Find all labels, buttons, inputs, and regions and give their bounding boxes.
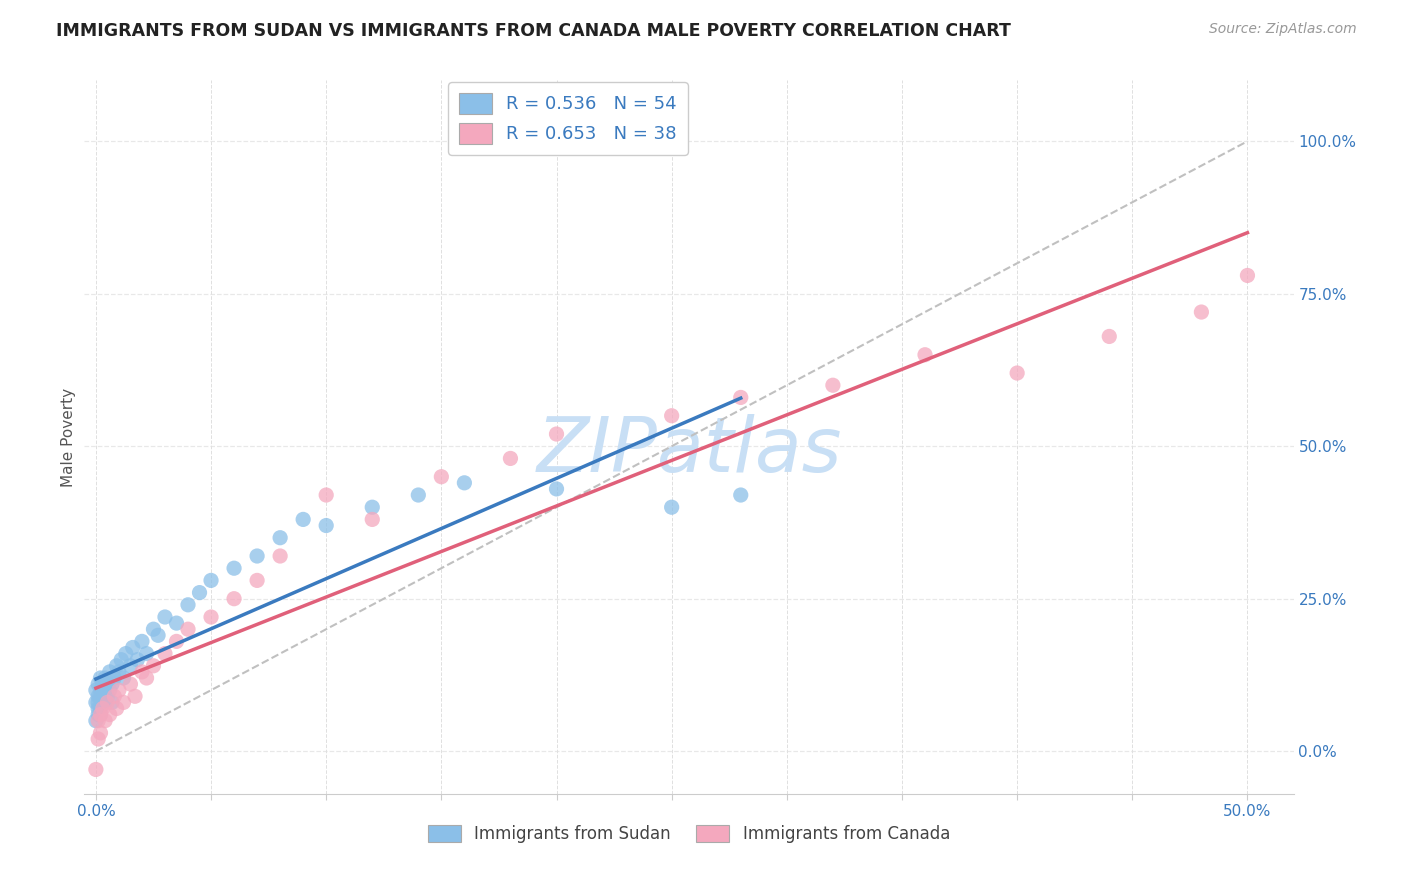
Point: [153, 647, 176, 661]
Point: [98, 683, 121, 698]
Point: [166, 634, 188, 648]
Point: [127, 653, 149, 667]
Point: [101, 677, 124, 691]
Point: [142, 658, 165, 673]
Point: [98, 665, 121, 679]
Point: [94, 683, 117, 698]
Point: [1005, 366, 1028, 380]
Point: [103, 690, 125, 704]
Point: [200, 574, 222, 588]
Point: [131, 665, 153, 679]
Point: [177, 622, 200, 636]
Point: [87, 701, 110, 715]
Point: [222, 561, 245, 575]
Point: [661, 409, 683, 423]
Point: [105, 658, 128, 673]
Point: [87, 707, 110, 722]
Point: [108, 683, 131, 698]
Point: [246, 549, 269, 563]
Point: [453, 475, 475, 490]
Point: [1236, 268, 1258, 283]
Point: [89, 690, 111, 704]
Point: [89, 701, 111, 715]
Point: [131, 634, 153, 648]
Point: [101, 695, 124, 709]
Point: [96, 690, 118, 704]
Point: [730, 488, 752, 502]
Point: [188, 585, 211, 599]
Point: [142, 622, 165, 636]
Point: [361, 500, 384, 515]
Point: [124, 690, 146, 704]
Point: [361, 512, 384, 526]
Point: [121, 640, 143, 655]
Point: [96, 695, 118, 709]
Point: [222, 591, 245, 606]
Point: [84, 714, 107, 728]
Point: [200, 610, 222, 624]
Point: [89, 671, 111, 685]
Legend: Immigrants from Sudan, Immigrants from Canada: Immigrants from Sudan, Immigrants from C…: [422, 818, 956, 850]
Point: [87, 714, 110, 728]
Point: [87, 677, 110, 691]
Point: [914, 348, 936, 362]
Point: [135, 647, 157, 661]
Point: [94, 671, 117, 685]
Point: [110, 653, 132, 667]
Point: [84, 683, 107, 698]
Point: [315, 518, 337, 533]
Point: [94, 695, 117, 709]
Point: [96, 677, 118, 691]
Point: [105, 701, 128, 715]
Point: [408, 488, 430, 502]
Point: [98, 707, 121, 722]
Point: [821, 378, 844, 392]
Point: [89, 726, 111, 740]
Point: [269, 531, 291, 545]
Point: [430, 469, 453, 483]
Point: [112, 671, 135, 685]
Point: [120, 677, 142, 691]
Point: [546, 482, 568, 496]
Point: [87, 731, 110, 746]
Y-axis label: Male Poverty: Male Poverty: [60, 387, 76, 487]
Point: [146, 628, 169, 642]
Text: Source: ZipAtlas.com: Source: ZipAtlas.com: [1209, 22, 1357, 37]
Point: [1189, 305, 1212, 319]
Point: [661, 500, 683, 515]
Point: [153, 610, 176, 624]
Point: [166, 616, 188, 631]
Point: [246, 574, 269, 588]
Point: [91, 677, 114, 691]
Point: [89, 683, 111, 698]
Point: [315, 488, 337, 502]
Point: [546, 427, 568, 442]
Text: IMMIGRANTS FROM SUDAN VS IMMIGRANTS FROM CANADA MALE POVERTY CORRELATION CHART: IMMIGRANTS FROM SUDAN VS IMMIGRANTS FROM…: [56, 22, 1011, 40]
Point: [91, 690, 114, 704]
Point: [499, 451, 522, 466]
Point: [103, 671, 125, 685]
Point: [177, 598, 200, 612]
Point: [91, 695, 114, 709]
Point: [114, 647, 136, 661]
Point: [84, 763, 107, 777]
Point: [87, 695, 110, 709]
Text: ZIPatlas: ZIPatlas: [536, 415, 842, 488]
Point: [94, 714, 117, 728]
Point: [269, 549, 291, 563]
Point: [730, 391, 752, 405]
Point: [87, 690, 110, 704]
Point: [91, 701, 114, 715]
Point: [120, 658, 142, 673]
Point: [108, 665, 131, 679]
Point: [1098, 329, 1121, 343]
Point: [135, 671, 157, 685]
Point: [89, 707, 111, 722]
Point: [112, 695, 135, 709]
Point: [84, 695, 107, 709]
Point: [292, 512, 315, 526]
Point: [89, 707, 111, 722]
